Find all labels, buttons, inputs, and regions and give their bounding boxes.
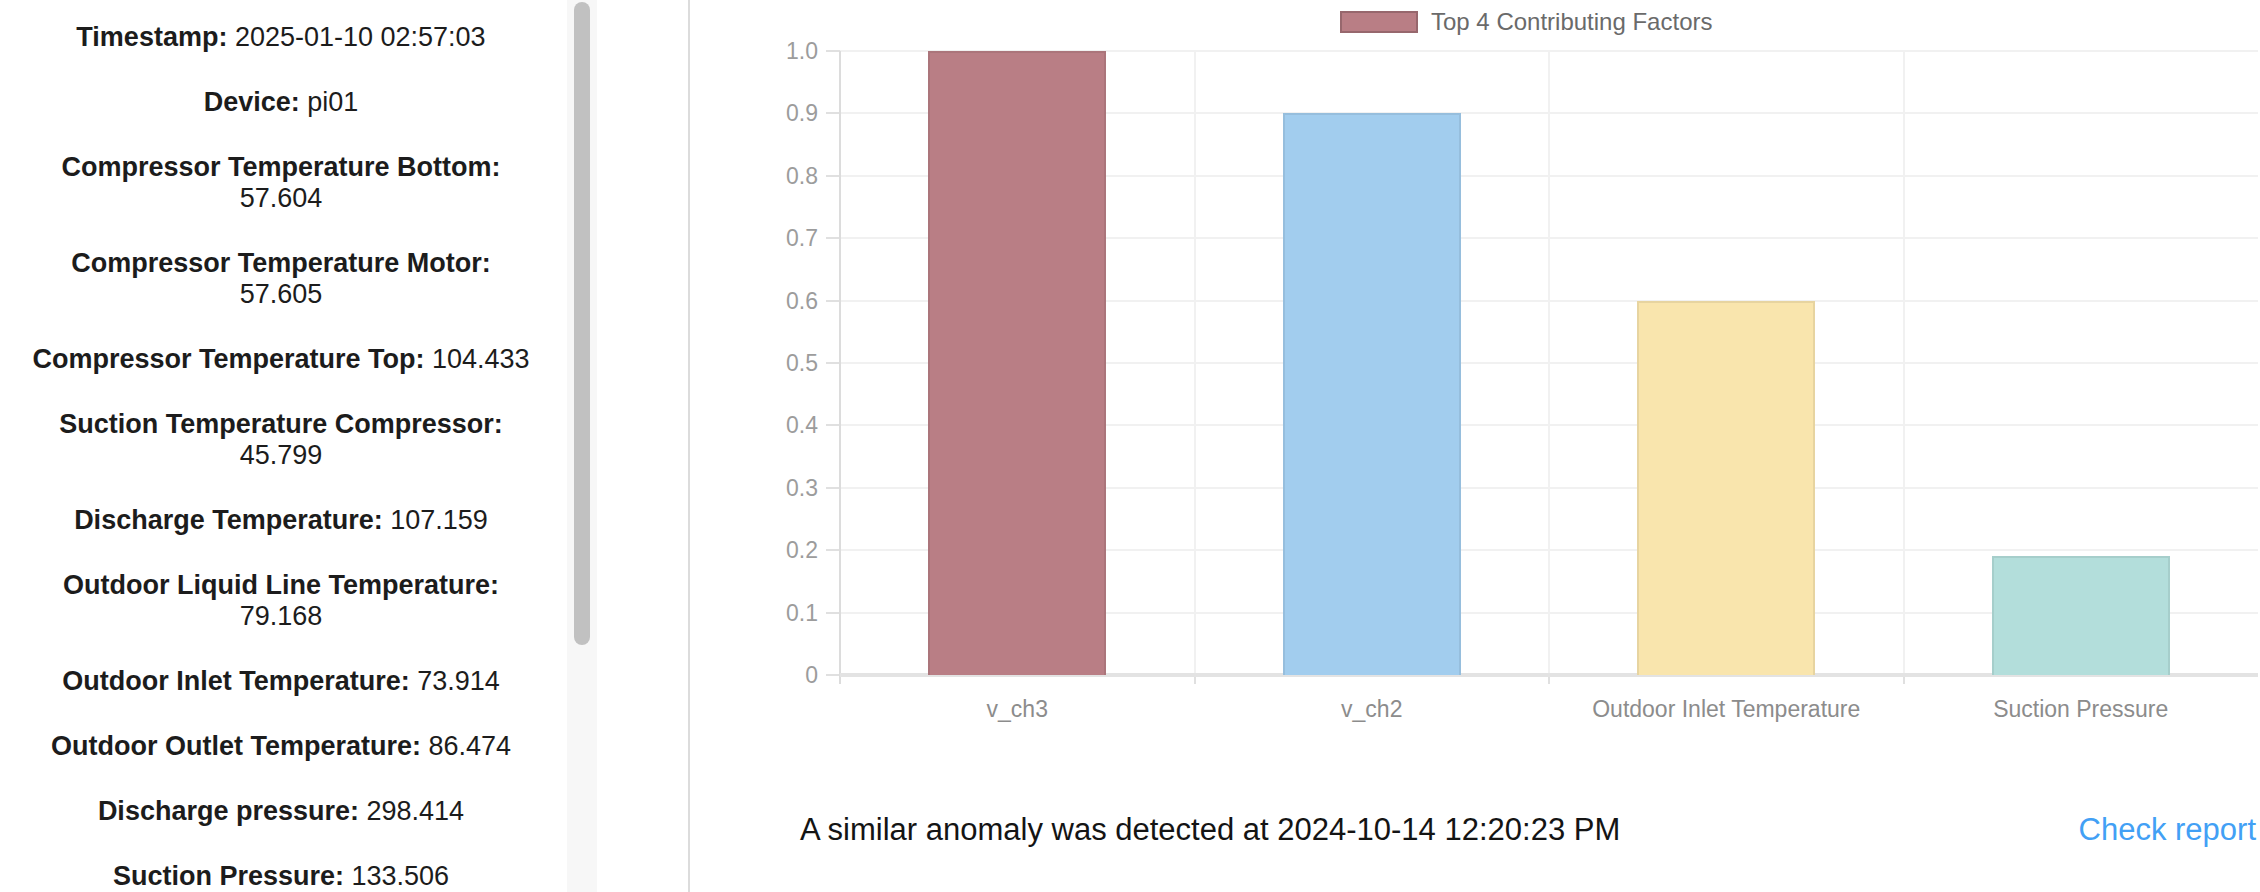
reading-value: 2025-01-10 02:57:03: [235, 22, 486, 52]
y-tick-mark: [826, 674, 840, 676]
x-axis-category-label: v_ch2: [1195, 696, 1549, 723]
reading-value: pi01: [307, 87, 358, 117]
y-tick-mark: [826, 237, 840, 239]
x-gridline: [1903, 51, 1905, 675]
reading-label: Suction Pressure:: [113, 861, 344, 891]
reading-value: 133.506: [351, 861, 449, 891]
x-gridline: [1194, 51, 1196, 675]
similar-anomaly-message: A similar anomaly was detected at 2024-1…: [800, 812, 1620, 848]
reading-label: Compressor Temperature Top:: [32, 344, 424, 374]
y-tick-mark: [826, 549, 840, 551]
y-tick-mark: [826, 175, 840, 177]
x-axis-category-label: v_ch3: [840, 696, 1194, 723]
sensor-reading: Compressor Temperature Bottom: 57.604: [10, 152, 552, 214]
sensor-reading: Outdoor Liquid Line Temperature: 79.168: [10, 570, 552, 632]
legend-label: Top 4 Contributing Factors: [1431, 8, 1712, 36]
y-axis-tick-label: 0.8: [748, 163, 818, 190]
reading-label: Outdoor Liquid Line Temperature:: [63, 570, 499, 600]
y-axis-line: [839, 51, 841, 684]
y-axis-tick-label: 0.1: [748, 600, 818, 627]
bar-v-ch3[interactable]: [928, 51, 1106, 675]
reading-label: Discharge Temperature:: [74, 505, 383, 535]
sensor-reading: Compressor Temperature Motor: 57.605: [10, 248, 552, 310]
reading-label: Discharge pressure:: [98, 796, 359, 826]
x-gridline: [1548, 51, 1550, 675]
y-axis-tick-label: 0.2: [748, 537, 818, 564]
y-tick-mark: [826, 424, 840, 426]
sensor-reading: Discharge pressure: 298.414: [10, 796, 552, 827]
y-tick-mark: [826, 300, 840, 302]
reading-label: Suction Temperature Compressor:: [59, 409, 503, 439]
y-axis-tick-label: 0.4: [748, 412, 818, 439]
y-tick-mark: [826, 487, 840, 489]
device-readings-panel: Timestamp: 2025-01-10 02:57:03 Device: pi…: [0, 0, 562, 892]
y-tick-mark: [826, 50, 840, 52]
chart-legend[interactable]: Top 4 Contributing Factors: [1340, 8, 1712, 36]
y-tick-mark: [826, 612, 840, 614]
y-axis-tick-label: 0: [748, 662, 818, 689]
y-axis-tick-label: 0.6: [748, 288, 818, 315]
bar-v-ch2[interactable]: [1283, 113, 1461, 675]
reading-value: 107.159: [390, 505, 488, 535]
x-axis-category-label: Outdoor Inlet Temperature: [1549, 696, 1903, 723]
reading-label: Compressor Temperature Motor:: [71, 248, 491, 278]
bar-suction-pressure[interactable]: [1992, 556, 2170, 675]
reading-label: Timestamp:: [76, 22, 227, 52]
sensor-reading: Outdoor Inlet Temperature: 73.914: [10, 666, 552, 697]
reading-value: 298.414: [367, 796, 465, 826]
legend-swatch-icon: [1340, 11, 1418, 33]
y-axis-tick-label: 0.9: [748, 100, 818, 127]
anomaly-footer: A similar anomaly was detected at 2024-1…: [690, 812, 2260, 848]
reading-label: Device:: [204, 87, 300, 117]
contributing-factors-chart: Top 4 Contributing Factors 0 0.1 0.2 0.3 0.4…: [690, 0, 2260, 892]
y-axis-tick-label: 0.5: [748, 350, 818, 377]
sensor-reading: Suction Temperature Compressor: 45.799: [10, 409, 552, 471]
sensor-reading: Outdoor Outlet Temperature: 86.474: [10, 731, 552, 762]
sensor-reading: Timestamp: 2025-01-10 02:57:03: [10, 22, 552, 53]
reading-value: 86.474: [428, 731, 511, 761]
reading-label: Compressor Temperature Bottom:: [61, 152, 500, 182]
y-axis-tick-label: 0.3: [748, 475, 818, 502]
sensor-reading: Device: pi01: [10, 87, 552, 118]
reading-value: 79.168: [10, 601, 552, 632]
y-axis-tick-label: 1.0: [748, 38, 818, 65]
bar-outdoor-inlet-temperature[interactable]: [1637, 301, 1815, 675]
scrollbar-thumb[interactable]: [574, 2, 590, 645]
sensor-reading: Compressor Temperature Top: 104.433: [10, 344, 552, 375]
sensor-reading: Discharge Temperature: 107.159: [10, 505, 552, 536]
check-report-link[interactable]: Check report: [2079, 812, 2256, 848]
reading-value: 57.605: [10, 279, 552, 310]
reading-label: Outdoor Outlet Temperature:: [51, 731, 421, 761]
sensor-reading: Suction Pressure: 133.506: [10, 861, 552, 892]
reading-value: 104.433: [432, 344, 530, 374]
y-tick-mark: [826, 362, 840, 364]
reading-value: 73.914: [417, 666, 500, 696]
y-tick-mark: [826, 112, 840, 114]
reading-value: 57.604: [10, 183, 552, 214]
reading-label: Outdoor Inlet Temperature:: [62, 666, 410, 696]
reading-value: 45.799: [10, 440, 552, 471]
x-axis-category-label: Suction Pressure: [1904, 696, 2258, 723]
y-axis-tick-label: 0.7: [748, 225, 818, 252]
